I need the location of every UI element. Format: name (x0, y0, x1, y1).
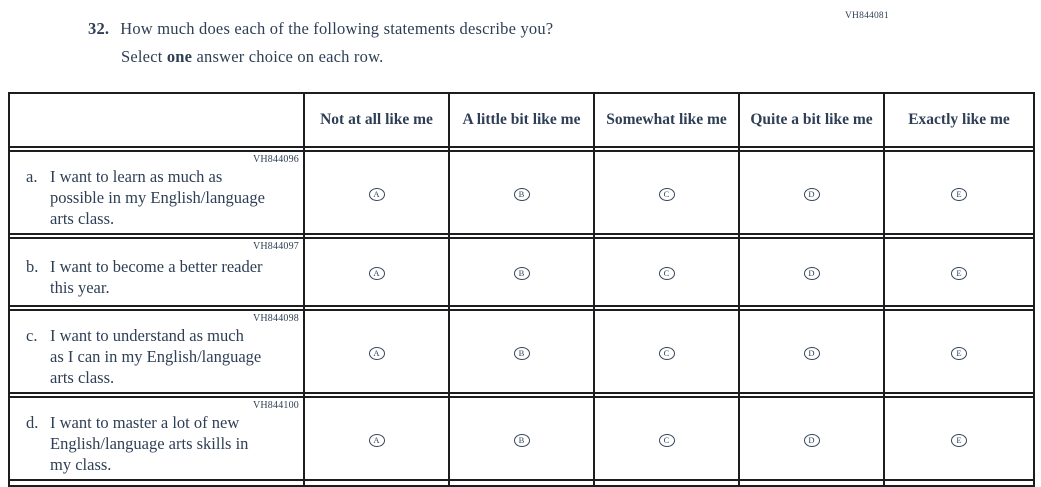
column-header-not-at-all: Not at all like me (303, 92, 450, 148)
option-bubble-e[interactable]: E (951, 433, 967, 447)
row-label: d. (26, 413, 39, 432)
row-statement: I want to master a lot of new English/la… (50, 413, 249, 474)
column-header-somewhat: Somewhat like me (593, 92, 740, 148)
row-statement: I want to learn as much as possible in m… (50, 167, 265, 228)
option-bubble-b[interactable]: B (513, 433, 530, 447)
row-gap (8, 306, 1035, 310)
row-gap (8, 393, 1035, 397)
form-code: VH844081 (845, 11, 889, 21)
option-bubble-b[interactable]: B (513, 346, 530, 360)
table-row-b: VH844097 b. I want to become a better re… (8, 237, 1035, 307)
option-bubble-d[interactable]: D (803, 187, 820, 201)
question-text: How much does each of the following stat… (120, 19, 554, 38)
option-bubble-e[interactable]: E (951, 187, 967, 201)
option-bubble-a[interactable]: A (368, 346, 385, 360)
row-gap (8, 147, 1035, 151)
option-bubble-a[interactable]: A (368, 267, 385, 280)
option-bubble-c[interactable]: C (658, 346, 675, 360)
option-bubble-d[interactable]: D (803, 267, 820, 280)
header-row: Not at all like me A little bit like me … (8, 92, 1035, 148)
option-bubble-a[interactable]: A (368, 187, 385, 201)
option-bubble-b[interactable]: B (513, 267, 530, 280)
row-statement: I want to become a better reader this ye… (50, 257, 263, 297)
question-number: 32. (88, 19, 110, 38)
table-row-c: VH844098 c. I want to understand as much… (8, 309, 1035, 394)
response-table: Not at all like me A little bit like me … (8, 92, 1035, 487)
row-label: a. (26, 167, 38, 186)
instruction-bold-word: one (166, 47, 193, 66)
instruction-suffix: answer choice on each row. (192, 47, 384, 66)
option-bubble-c[interactable]: C (658, 433, 675, 447)
option-bubble-a[interactable]: A (368, 433, 385, 447)
option-bubble-d[interactable]: D (803, 433, 820, 447)
column-header-exactly: Exactly like me (883, 92, 1035, 148)
header-stub-cell (8, 92, 305, 148)
row-code: VH844096 (252, 154, 299, 165)
row-code: VH844098 (252, 313, 299, 324)
column-header-a-little-bit: A little bit like me (448, 92, 595, 148)
instruction-prefix: Select (121, 47, 167, 66)
statement-cell: VH844100 d. I want to master a lot of ne… (8, 396, 305, 481)
option-bubble-b[interactable]: B (513, 187, 530, 201)
option-bubble-e[interactable]: E (951, 346, 967, 360)
option-bubble-c[interactable]: C (658, 187, 675, 201)
option-bubble-e[interactable]: E (951, 267, 967, 280)
question: 32. How much does each of the following s… (88, 19, 553, 39)
row-code: VH844097 (252, 241, 299, 252)
option-bubble-d[interactable]: D (803, 346, 820, 360)
row-label: c. (26, 326, 38, 345)
statement-cell: VH844098 c. I want to understand as much… (8, 309, 305, 394)
instruction: Select one answer choice on each row. (121, 47, 383, 67)
row-gap-bottom (8, 480, 1035, 487)
row-gap (8, 234, 1035, 238)
column-header-quite-a-bit: Quite a bit like me (738, 92, 885, 148)
statement-cell: VH844097 b. I want to become a better re… (8, 237, 305, 307)
row-code: VH844100 (252, 400, 299, 411)
option-bubble-c[interactable]: C (658, 267, 675, 280)
statement-cell: VH844096 a. I want to learn as much as p… (8, 150, 305, 235)
table-row-d: VH844100 d. I want to master a lot of ne… (8, 396, 1035, 481)
row-label: b. (26, 257, 39, 276)
table-row-a: VH844096 a. I want to learn as much as p… (8, 150, 1035, 235)
row-statement: I want to understand as much as I can in… (50, 326, 262, 387)
